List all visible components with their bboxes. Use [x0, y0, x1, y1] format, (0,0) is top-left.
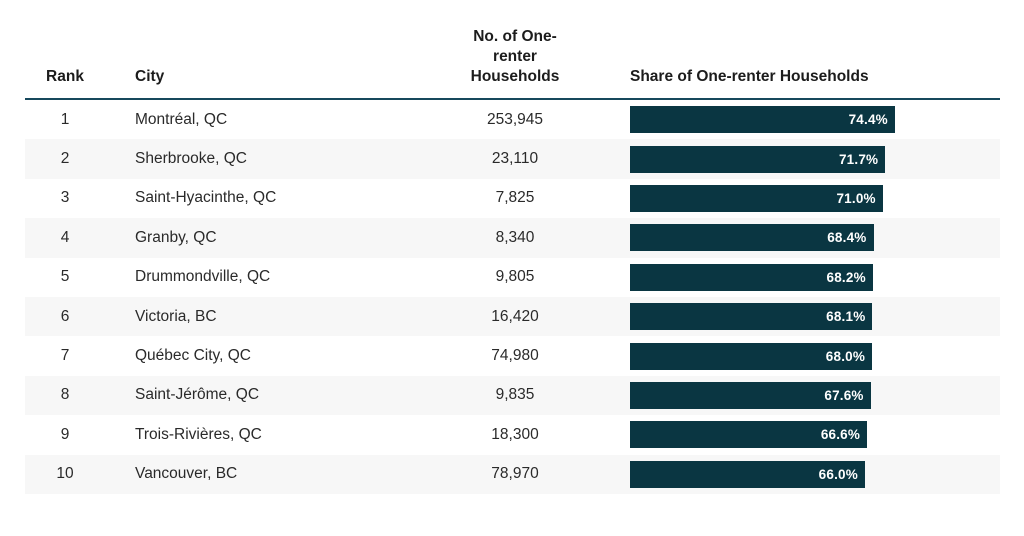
- share-bar-value: 67.6%: [824, 387, 864, 403]
- share-cell: 74.4%: [605, 106, 1000, 134]
- rank-cell: 6: [60, 307, 70, 325]
- rank-cell: 7: [60, 347, 70, 365]
- city-cell: Victoria, BC: [135, 307, 217, 325]
- households-cell: 16,420: [491, 307, 539, 325]
- city-cell: Trois-Rivières, QC: [135, 425, 262, 443]
- share-cell: 68.1%: [605, 303, 1000, 331]
- households-cell: 253,945: [486, 110, 544, 128]
- share-cell: 71.7%: [605, 145, 1000, 173]
- households-cell: 8,340: [495, 228, 535, 246]
- table-row: 4 Granby, QC 8,340 68.4%: [25, 218, 1000, 258]
- households-cell: 23,110: [491, 150, 539, 168]
- city-cell: Granby, QC: [135, 228, 217, 246]
- share-bar: 66.6%: [630, 421, 868, 449]
- households-cell: 7,825: [495, 189, 535, 207]
- share-bar-value: 68.1%: [826, 309, 866, 325]
- column-header-households: No. of One-renter Households: [470, 27, 560, 85]
- share-bar: 67.6%: [630, 381, 871, 409]
- share-bar: 66.0%: [630, 460, 865, 488]
- share-bar-value: 66.0%: [818, 466, 858, 482]
- share-bar: 68.4%: [630, 224, 874, 252]
- households-cell: 78,970: [491, 465, 539, 483]
- households-cell: 9,835: [495, 386, 535, 404]
- rank-cell: 8: [60, 386, 70, 404]
- households-cell: 74,980: [491, 347, 539, 365]
- share-bar-value: 68.2%: [826, 269, 866, 285]
- share-cell: 68.2%: [605, 263, 1000, 291]
- city-cell: Drummondville, QC: [135, 268, 271, 286]
- column-header-rank: Rank: [46, 67, 84, 85]
- city-cell: Saint-Jérôme, QC: [135, 386, 260, 404]
- share-bar-value: 66.6%: [820, 427, 861, 443]
- share-bar-value: 71.7%: [838, 151, 879, 167]
- share-bar: 68.2%: [630, 263, 873, 291]
- column-header-share: Share of One-renter Households: [630, 67, 869, 85]
- rank-cell: 3: [60, 189, 70, 207]
- share-bar-value: 71.0%: [836, 190, 876, 206]
- table-row: 1 Montréal, QC 253,945 74.4%: [25, 100, 1000, 139]
- rank-cell: 1: [60, 110, 70, 128]
- share-bar-value: 74.4%: [848, 112, 888, 128]
- share-bar: 74.4%: [630, 106, 895, 134]
- share-bar: 71.7%: [630, 145, 886, 173]
- rank-cell: 2: [60, 150, 70, 168]
- share-bar: 68.0%: [630, 342, 873, 370]
- table-row: 10 Vancouver, BC 78,970 66.0%: [25, 454, 1000, 494]
- table-row: 2 Sherbrooke, QC 23,110 71.7%: [25, 139, 1000, 179]
- city-cell: Saint-Hyacinthe, QC: [135, 189, 277, 207]
- share-bar-value: 68.4%: [827, 230, 867, 246]
- table-row: 6 Victoria, BC 16,420 68.1%: [25, 296, 1000, 337]
- rank-cell: 4: [60, 228, 70, 246]
- share-cell: 66.6%: [605, 421, 1000, 449]
- table-row: 3 Saint-Hyacinthe, QC 7,825 71.0%: [25, 179, 1000, 218]
- share-cell: 68.4%: [605, 224, 1000, 252]
- city-cell: Montréal, QC: [135, 110, 228, 128]
- table-row: 9 Trois-Rivières, QC 18,300 66.6%: [25, 415, 1000, 454]
- share-cell: 67.6%: [605, 381, 1000, 409]
- city-cell: Sherbrooke, QC: [135, 150, 247, 168]
- share-cell: 66.0%: [605, 460, 1000, 488]
- rank-cell: 5: [60, 268, 70, 286]
- city-cell: Québec City, QC: [135, 347, 252, 365]
- city-cell: Vancouver, BC: [135, 465, 238, 483]
- share-bar: 68.1%: [630, 303, 873, 331]
- table-row: 5 Drummondville, QC 9,805 68.2%: [25, 258, 1000, 297]
- rank-cell: 9: [60, 425, 70, 443]
- table-header-row: Rank City No. of One-renter Households S…: [25, 0, 1000, 100]
- ranking-table: Rank City No. of One-renter Households S…: [25, 0, 1000, 494]
- table-body: 1 Montréal, QC 253,945 74.4% 2 Sherbrook…: [25, 100, 1000, 494]
- rank-cell: 10: [56, 465, 74, 483]
- share-bar: 71.0%: [630, 184, 883, 212]
- share-bar-value: 68.0%: [825, 348, 866, 364]
- table-row: 8 Saint-Jérôme, QC 9,835 67.6%: [25, 375, 1000, 416]
- share-cell: 68.0%: [605, 342, 1000, 370]
- households-cell: 18,300: [491, 425, 539, 443]
- households-cell: 9,805: [495, 268, 535, 286]
- share-cell: 71.0%: [605, 184, 1000, 212]
- table-row: 7 Québec City, QC 74,980 68.0%: [25, 336, 1000, 375]
- column-header-city: City: [135, 67, 165, 85]
